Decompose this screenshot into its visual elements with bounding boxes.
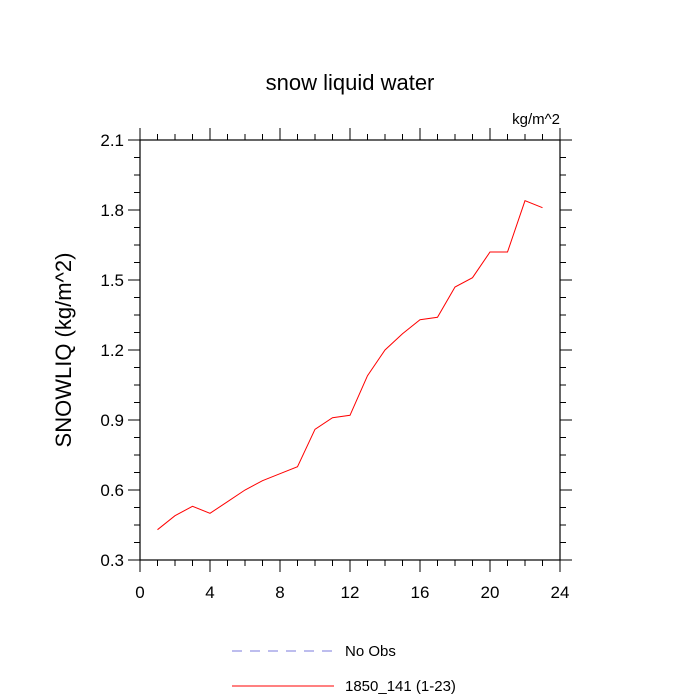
- series-line: [157, 200, 543, 531]
- x-tick-label: 16: [411, 583, 430, 602]
- x-tick-label: 20: [481, 583, 500, 602]
- y-tick-label: 0.3: [100, 551, 124, 570]
- y-axis-label: SNOWLIQ (kg/m^2): [51, 253, 76, 448]
- x-tick-label: 4: [205, 583, 214, 602]
- y-tick-label: 1.5: [100, 271, 124, 290]
- legend-label: No Obs: [345, 643, 396, 660]
- x-tick-label: 24: [551, 583, 570, 602]
- x-tick-label: 0: [135, 583, 144, 602]
- x-tick-labels: 0 4 8 12 16 20 24: [135, 583, 569, 602]
- x-tick-label: 12: [341, 583, 360, 602]
- legend-label: 1850_141 (1-23): [345, 678, 456, 695]
- plot-series: [157, 200, 543, 531]
- x-tick-label: 8: [275, 583, 284, 602]
- plot-frame: [139, 139, 561, 561]
- y-tick-label: 0.6: [100, 481, 124, 500]
- y-tick-label: 1.8: [100, 201, 124, 220]
- y-tick-label: 2.1: [100, 131, 124, 150]
- legend: No Obs 1850_141 (1-23): [232, 643, 456, 695]
- chart-title: snow liquid water: [266, 70, 435, 95]
- y-tick-label: 1.2: [100, 341, 124, 360]
- y-tick-label: 0.9: [100, 411, 124, 430]
- axis-ticks: [128, 128, 572, 572]
- units-label: kg/m^2: [512, 111, 560, 128]
- y-tick-labels: 0.3 0.6 0.9 1.2 1.5 1.8 2.1: [100, 131, 124, 570]
